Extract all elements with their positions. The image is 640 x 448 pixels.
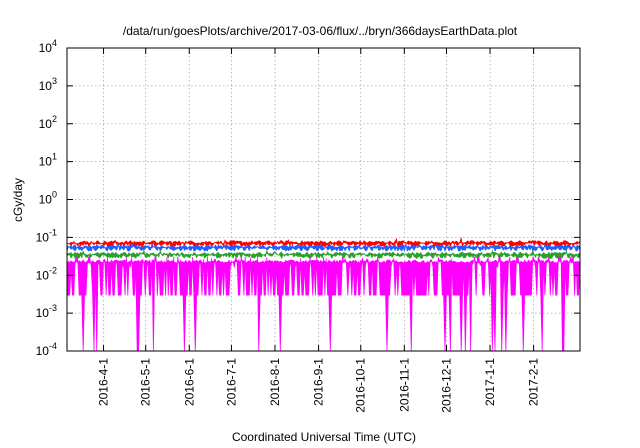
x-axis: 2016-4-1 2016-5-1 2016-6-1 2016-7-1 2016-8-1…	[97, 48, 541, 413]
x-axis-label: Coordinated Universal Time (UTC)	[232, 430, 416, 444]
x-tick-label: 2016-4-1	[97, 358, 111, 406]
x-tick-label: 2016-9-1	[312, 358, 326, 406]
x-tick-label: 2017-1-1	[483, 358, 497, 406]
y-tick-label: 102	[39, 114, 57, 131]
y-tick-label: 10-4	[36, 341, 57, 358]
y-tick-label: 104	[39, 38, 57, 55]
x-tick-label: 2016-7-1	[224, 358, 238, 406]
y-axis-label: cGy/day	[11, 178, 25, 222]
x-tick-label: 2016-10-1	[354, 358, 368, 413]
y-axis: 10-4 10-3 10-2 10-1 100 101 102 103 104	[36, 38, 580, 358]
x-tick-label: 2016-11-1	[397, 358, 411, 412]
y-tick-label: 10-3	[36, 303, 57, 320]
y-tick-label: 101	[39, 152, 57, 169]
grid	[67, 48, 580, 351]
y-tick-label: 10-1	[36, 227, 57, 244]
x-tick-label: 2016-6-1	[182, 358, 196, 406]
x-tick-label: 2016-5-1	[139, 358, 153, 406]
y-tick-label: 10-2	[36, 265, 57, 282]
y-tick-label: 100	[39, 190, 57, 207]
series-layer	[66, 237, 581, 352]
series-band	[66, 237, 581, 248]
y-tick-label: 103	[39, 76, 57, 93]
x-tick-label: 2016-12-1	[439, 358, 453, 413]
x-tick-label: 2016-8-1	[268, 358, 282, 406]
x-tick-label: 2017-2-1	[527, 358, 541, 406]
series-band	[66, 256, 581, 352]
chart-title: /data/run/goesPlots/archive/2017-03-06/f…	[123, 24, 518, 38]
